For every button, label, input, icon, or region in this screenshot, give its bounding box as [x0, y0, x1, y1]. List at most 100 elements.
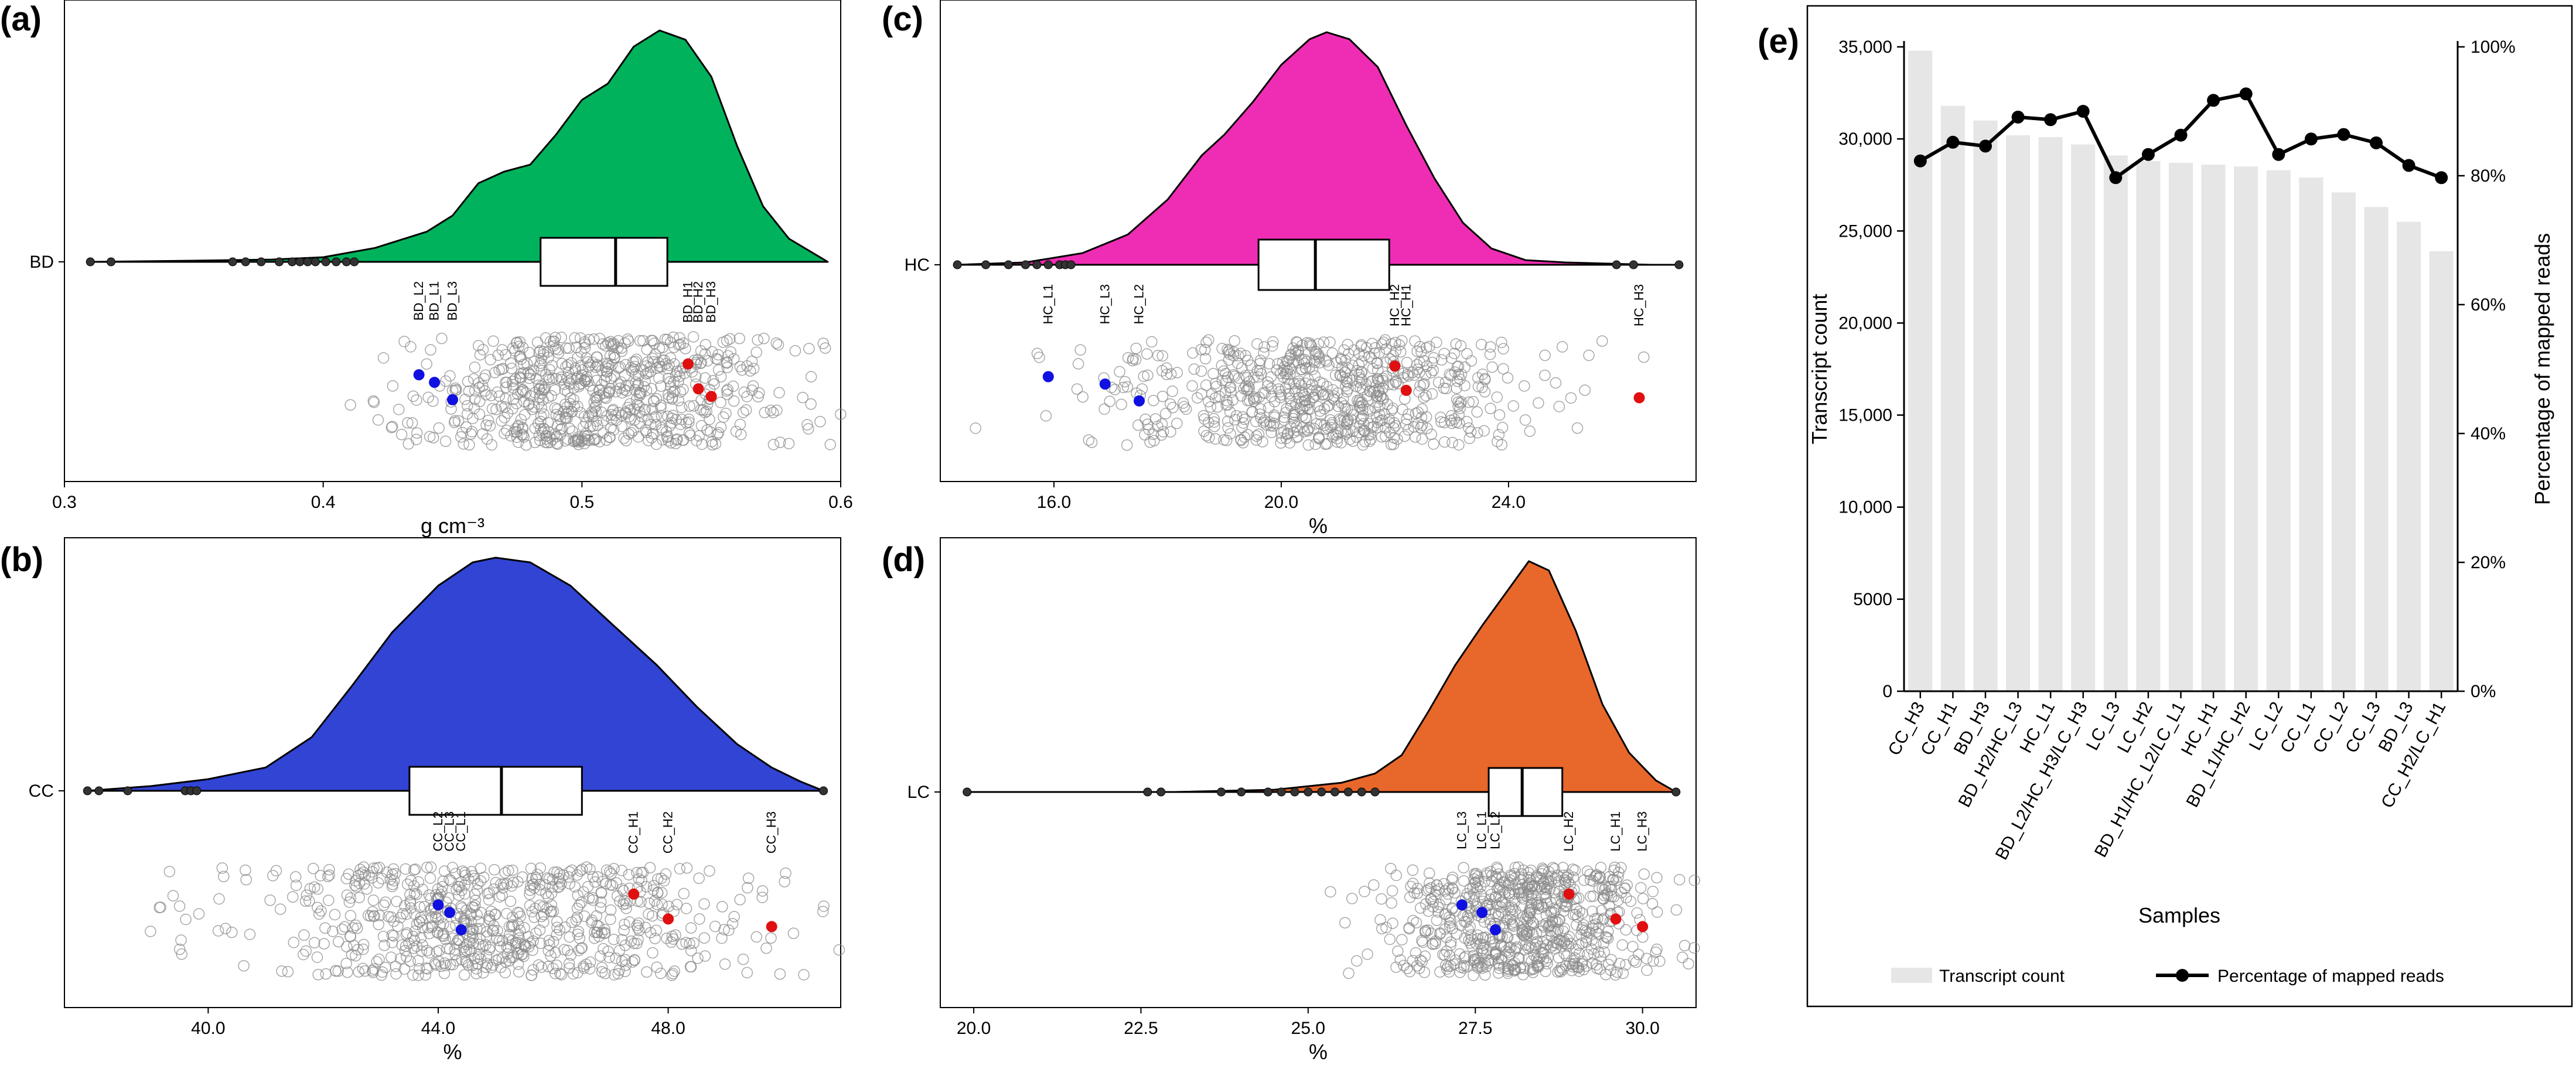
rain-point [1677, 951, 1688, 964]
high-sample-point [1389, 360, 1401, 372]
rain-point [1422, 905, 1435, 917]
rain-point [630, 393, 643, 405]
rain-point [1558, 947, 1570, 960]
rain-point [1304, 337, 1316, 349]
rain-point [563, 958, 575, 969]
rain-point [636, 411, 648, 423]
rain-point [1560, 877, 1571, 889]
rain-point [1380, 370, 1393, 382]
rain-point [644, 862, 656, 874]
rain-point [436, 930, 448, 941]
low-sample-point [1042, 371, 1054, 383]
panel-label: (c) [882, 0, 923, 38]
rain-point [1589, 913, 1601, 925]
rain-point [492, 349, 504, 361]
rain-point [1520, 926, 1533, 938]
rain-point [1328, 390, 1340, 402]
boxplot-box [1257, 238, 1390, 291]
rain-point [641, 343, 653, 356]
rain-point [1432, 377, 1445, 388]
rain-point [1435, 416, 1447, 428]
legend-label: Percentage of mapped reads [2217, 967, 2444, 986]
rain-point [1592, 872, 1605, 885]
rain-point [655, 380, 667, 392]
low-sample-label: CC_L1 [453, 811, 468, 851]
rain-point [218, 870, 230, 883]
rain-point [1384, 933, 1396, 945]
rain-point [505, 430, 517, 442]
rain-point [466, 960, 479, 971]
rain-point [364, 910, 377, 922]
rain-point [1468, 868, 1480, 880]
rain-point [1486, 361, 1498, 373]
rain-point [1506, 901, 1518, 913]
rain-point [485, 390, 497, 401]
rain-point [576, 942, 588, 954]
panel-label: (e) [1758, 22, 1799, 60]
rain-point [717, 336, 729, 348]
rain-point [1264, 420, 1277, 432]
rain-point [1304, 362, 1315, 374]
rain-point [282, 965, 294, 978]
rain-point [402, 438, 414, 450]
rain-point [700, 339, 712, 351]
rain-point [1479, 969, 1491, 981]
rain-point [1262, 380, 1274, 392]
rain-point [410, 863, 421, 875]
rain-point [1493, 409, 1506, 421]
rain-point [520, 439, 532, 451]
rain-point [651, 961, 663, 973]
rain-point [620, 435, 632, 447]
rain-point [1364, 435, 1376, 448]
rain-point [560, 361, 572, 373]
rain-point [545, 887, 558, 899]
rain-point [487, 959, 499, 971]
rain-point [664, 352, 677, 364]
rain-point [1609, 969, 1622, 981]
rain-point [1407, 864, 1419, 876]
rain-point [1517, 969, 1529, 981]
rain-point [1272, 383, 1285, 395]
rain-point [1445, 370, 1457, 382]
rain-point [535, 410, 547, 422]
rain-point [412, 969, 424, 981]
rain-point [1508, 872, 1520, 885]
rain-point [664, 336, 677, 349]
y2-tick-label: 80% [2471, 166, 2506, 186]
rain-point [1438, 383, 1450, 394]
rain-point [1586, 934, 1598, 946]
rain-point [286, 891, 299, 903]
rain-point [1209, 421, 1220, 432]
y2-tick-label: 0% [2471, 682, 2496, 701]
outlier-point [1671, 787, 1681, 797]
rain-point [568, 394, 579, 405]
outlier-point [228, 257, 237, 267]
rain-point [1445, 936, 1457, 948]
high-sample-label: CC_H1 [626, 811, 641, 853]
rain-point [1187, 347, 1199, 359]
rain-point [1484, 349, 1496, 360]
rain-point [494, 891, 506, 903]
rain-point [220, 923, 231, 934]
rain-point [1195, 365, 1207, 377]
low-sample-label: LC_L1 [1475, 811, 1489, 849]
rain-point [1130, 342, 1142, 354]
rain-point [517, 385, 529, 398]
rain-point [1461, 960, 1473, 972]
rain-point [596, 966, 608, 978]
rain-point [1500, 945, 1512, 957]
rain-point [527, 944, 538, 956]
y-tick-label: 10,000 [1838, 498, 1892, 517]
rain-point [609, 409, 621, 422]
rain-point [308, 862, 319, 875]
boxplot-box [408, 766, 583, 816]
rain-point [499, 401, 511, 413]
rain-point [1301, 412, 1312, 425]
rain-point [1475, 339, 1487, 350]
rain-point [1224, 406, 1236, 418]
outlier-point [1237, 787, 1246, 797]
rain-point [1472, 958, 1484, 970]
rain-point [1565, 392, 1577, 404]
rain-point [1507, 400, 1519, 412]
rain-point [1238, 383, 1250, 395]
